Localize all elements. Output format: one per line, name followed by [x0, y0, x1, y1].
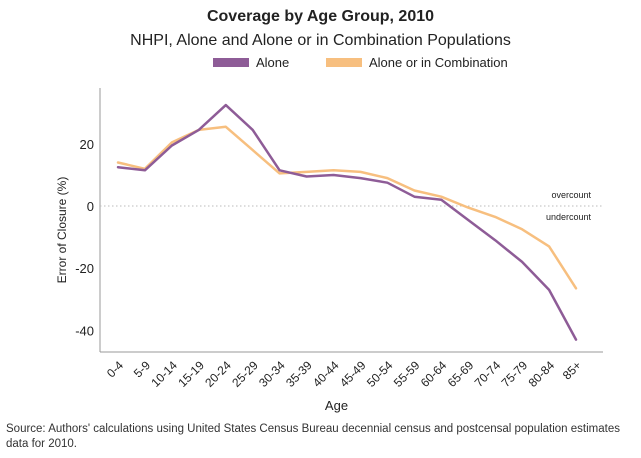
line-chart: Alone Alone or in Combination overcount un…: [55, 55, 603, 413]
x-tick-label: 70-74: [472, 358, 504, 390]
x-tick-label: 25-29: [229, 358, 261, 390]
chart-subtitle: NHPI, Alone and Alone or in Combination …: [130, 32, 511, 49]
legend-label: Alone or in Combination: [369, 55, 508, 70]
reference-line: overcount undercount: [100, 190, 603, 222]
y-tick-label: 20: [80, 137, 94, 152]
source-note: Source: Authors' calculations using Unit…: [6, 423, 620, 450]
x-axis-title: Age: [325, 398, 348, 413]
x-tick-label: 50-54: [364, 358, 396, 390]
series-line-alone: [116, 103, 578, 341]
chart-title: Coverage by Age Group, 2010: [206, 8, 435, 25]
x-tick-label: 15-19: [175, 358, 207, 390]
axes: [99, 88, 603, 353]
x-tick-label: 85+: [560, 358, 584, 382]
legend-label: Alone: [256, 55, 289, 70]
x-tick-label: 10-14: [148, 358, 180, 390]
x-tick-label: 0-4: [104, 358, 126, 380]
series-line-alone-or-in-combination: [116, 125, 578, 290]
legend-swatch: [213, 58, 249, 67]
y-tick-label: 0: [87, 199, 94, 214]
series-lines: [116, 103, 578, 341]
x-tick-label: 80-84: [526, 358, 558, 390]
y-tick-label: -20: [75, 261, 94, 276]
x-tick-label: 40-44: [310, 358, 342, 390]
x-tick-label: 55-59: [391, 358, 423, 390]
x-tick-label: 60-64: [418, 358, 450, 390]
legend: Alone Alone or in Combination: [213, 55, 508, 70]
x-tick-label: 20-24: [202, 358, 234, 390]
x-tick-label: 35-39: [283, 358, 315, 390]
x-tick-label: 75-79: [499, 358, 531, 390]
overcount-label: overcount: [551, 190, 591, 200]
y-axis-title: Error of Closure (%): [55, 177, 69, 284]
x-tick-label: 45-49: [337, 358, 369, 390]
undercount-label: undercount: [546, 212, 592, 222]
x-tick-label: 30-34: [256, 358, 288, 390]
x-tick-label: 65-69: [445, 358, 477, 390]
y-tick-label: -40: [75, 323, 94, 338]
legend-swatch: [326, 58, 362, 67]
axis-labels: 200-20-400-4 5-910-1415-1920-2425-2930-34…: [55, 137, 584, 413]
